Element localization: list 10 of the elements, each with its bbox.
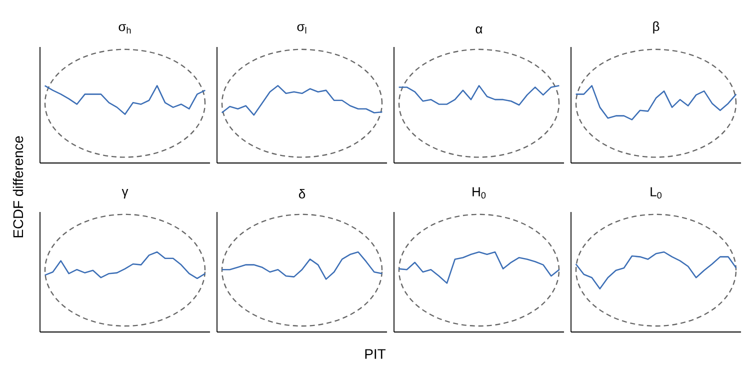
chart-title: δ — [298, 188, 306, 198]
chart-title: α — [476, 26, 482, 34]
chart-title: L$_{0}$ — [650, 187, 662, 199]
x-axis-title: PIT — [365, 349, 386, 359]
chart-title: β — [653, 21, 660, 34]
chart-title: σ$_{l}$ — [297, 24, 306, 34]
y-axis-title: ECDF difference — [12, 136, 24, 238]
chart-title: σ$_{h}$ — [118, 24, 131, 34]
chart-title: γ — [122, 188, 128, 199]
chart-title: H$_{0}$ — [472, 187, 486, 199]
